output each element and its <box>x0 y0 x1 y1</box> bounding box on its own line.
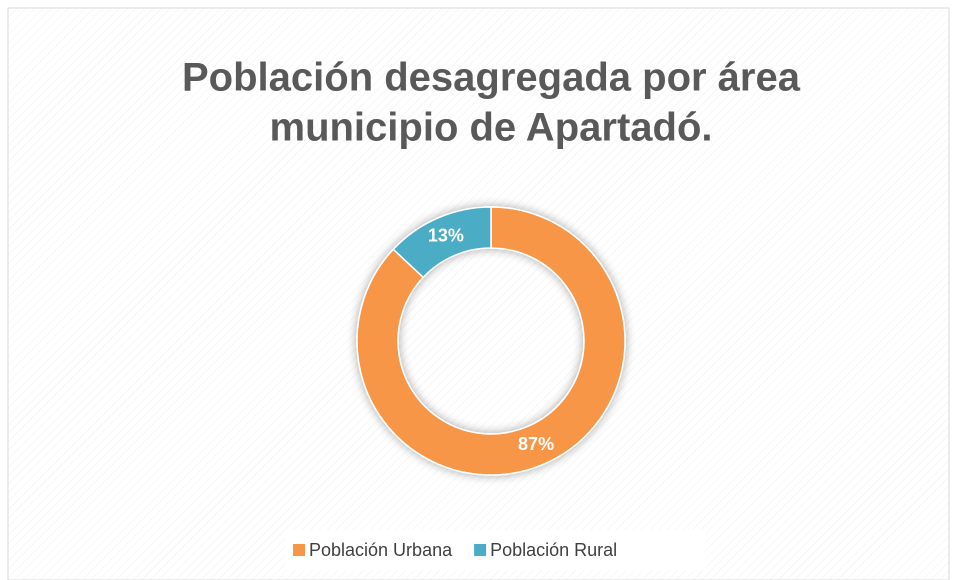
legend-items: Población Urbana Población Rural <box>293 540 617 560</box>
chart-title: Población desagregada por área <box>182 56 801 100</box>
donut-slice <box>356 206 626 476</box>
donut <box>356 206 626 476</box>
data-label: 13% <box>428 226 464 246</box>
chart-title: municipio de Apartadó. <box>270 106 713 150</box>
donut-slice <box>392 206 492 279</box>
legend <box>285 530 705 570</box>
data-label: 87% <box>518 434 554 454</box>
data-labels: 87% 13% <box>428 226 554 454</box>
legend-swatch <box>474 544 487 556</box>
legend-label: Población Urbana <box>309 540 453 560</box>
legend-swatch <box>293 544 305 556</box>
chart-area <box>7 7 950 580</box>
legend-label: Población Rural <box>490 540 617 560</box>
